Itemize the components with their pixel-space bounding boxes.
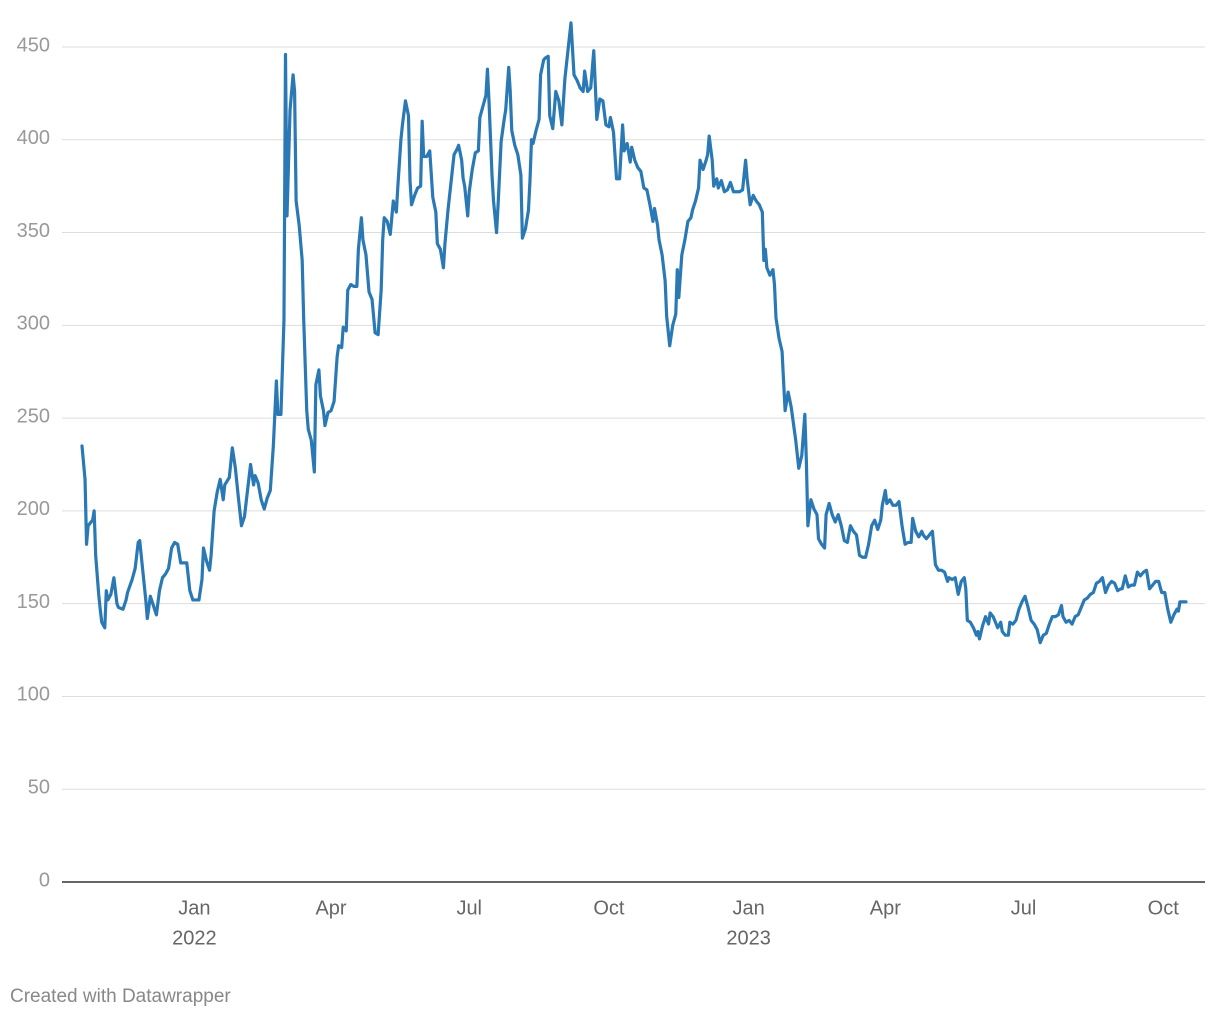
x-tick-label: Oct [593,897,625,919]
x-tick-label: Jan [178,897,210,919]
footer: Created with Datawrapper [10,986,231,1007]
y-tick-label: 350 [17,220,50,242]
x-tick-label: Jul [456,897,482,919]
x-tick-label: Jul [1011,897,1037,919]
x-tick-year: 2022 [172,927,217,949]
y-tick-label: 100 [17,684,50,706]
y-tick-label: 150 [17,591,50,613]
x-tick-label: Oct [1148,897,1180,919]
x-tick-label: Jan [733,897,765,919]
y-tick-label: 200 [17,498,50,520]
x-tick-label: Apr [870,897,901,919]
y-tick-label: 300 [17,313,50,335]
y-tick-label: 250 [17,405,50,427]
y-tick-label: 50 [28,777,50,799]
x-tick-label: Apr [315,897,346,919]
y-tick-label: 0 [39,869,50,891]
line [80,21,1188,645]
x-tick-year: 2023 [726,927,771,949]
y-tick-label: 450 [17,34,50,56]
y-tick-label: 400 [17,127,50,149]
